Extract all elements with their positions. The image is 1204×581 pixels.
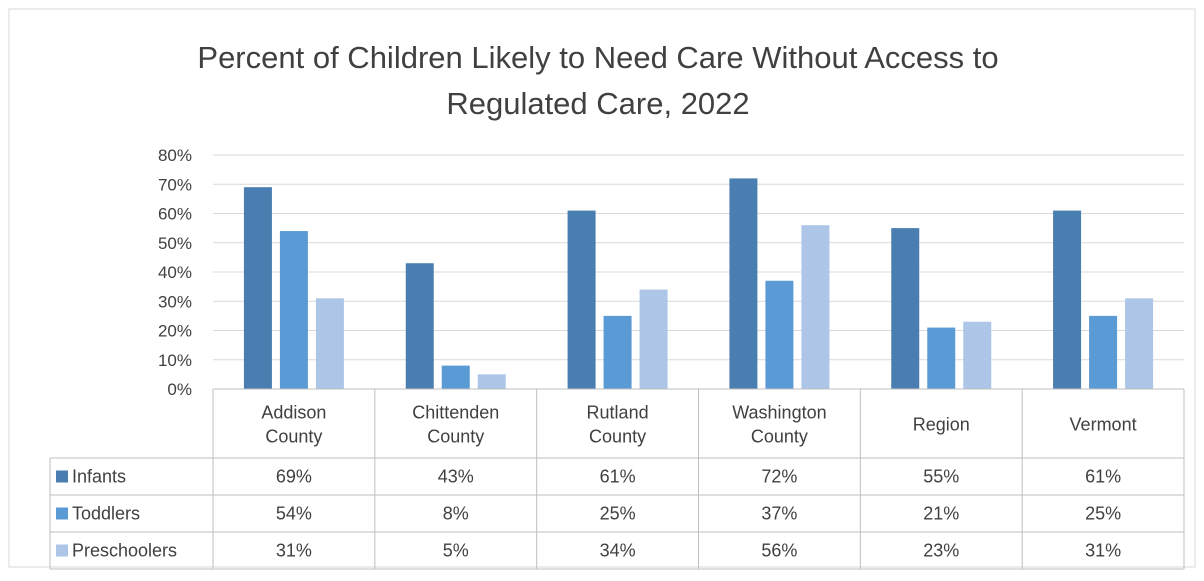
y-tick-label: 30% (158, 292, 192, 311)
data-label: 25% (1085, 504, 1121, 524)
legend-key-toddlers (56, 507, 68, 520)
bar-preschoolers-5 (1125, 298, 1154, 389)
data-label: 56% (761, 541, 797, 561)
bar-toddlers-0 (279, 231, 308, 389)
bar-toddlers-2 (603, 315, 632, 389)
data-label: 55% (923, 467, 959, 487)
data-label: 61% (600, 467, 636, 487)
data-label: 5% (443, 541, 469, 561)
bar-infants-3 (729, 178, 758, 389)
bar-preschoolers-4 (963, 321, 992, 389)
bar-toddlers-3 (765, 280, 794, 389)
gridlines: 0% 10% 20% 30% 40% 50% 60% 70% 80% (158, 146, 1184, 399)
data-label: 34% (600, 541, 636, 561)
category-label: County (265, 427, 322, 447)
category-label: Chittenden (412, 403, 499, 423)
category-label: Vermont (1070, 415, 1137, 435)
data-label: 54% (276, 504, 312, 524)
data-label: 43% (438, 467, 474, 487)
bar-infants-4 (891, 228, 920, 389)
y-tick-label: 10% (158, 351, 192, 370)
data-label: 61% (1085, 467, 1121, 487)
category-label: County (427, 427, 484, 447)
bar-toddlers-5 (1089, 315, 1118, 389)
data-label: 31% (1085, 541, 1121, 561)
chart-border (8, 8, 1196, 568)
data-label: 69% (276, 467, 312, 487)
category-label: Region (913, 415, 970, 435)
chart-title-line-1: Percent of Children Likely to Need Care … (197, 40, 998, 75)
bar-toddlers-1 (441, 365, 470, 389)
data-label: 23% (923, 541, 959, 561)
bar-toddlers-4 (927, 327, 956, 389)
legend-key-infants (56, 470, 68, 483)
bar-preschoolers-0 (315, 298, 344, 389)
data-table: Addison County Chittenden County Rutland Coun… (49, 388, 1185, 570)
bar-infants-0 (243, 187, 272, 389)
bars (243, 178, 1154, 389)
bar-preschoolers-1 (477, 374, 506, 389)
category-label: Washington (732, 403, 826, 423)
data-label: 72% (761, 467, 797, 487)
bar-preschoolers-2 (639, 289, 668, 389)
y-tick-label: 0% (167, 380, 192, 399)
data-label: 21% (923, 504, 959, 524)
chart-title-line-2: Regulated Care, 2022 (446, 86, 749, 121)
data-label: 25% (600, 504, 636, 524)
category-label: County (589, 427, 646, 447)
bar-infants-5 (1053, 210, 1082, 389)
y-tick-label: 50% (158, 234, 192, 253)
bar-infants-1 (405, 263, 434, 389)
y-tick-label: 70% (158, 175, 192, 194)
data-label: 37% (761, 504, 797, 524)
legend-label-toddlers: Toddlers (72, 504, 140, 524)
y-tick-label: 20% (158, 322, 192, 341)
category-label: County (751, 427, 808, 447)
category-label: Rutland (587, 403, 649, 423)
y-tick-label: 80% (158, 146, 192, 165)
bar-infants-2 (567, 210, 596, 389)
data-label: 8% (443, 504, 469, 524)
legend-label-preschoolers: Preschoolers (72, 541, 177, 561)
data-label: 31% (276, 541, 312, 561)
category-label: Addison (261, 403, 326, 423)
legend-key-preschoolers (56, 544, 68, 557)
y-tick-label: 60% (158, 205, 192, 224)
y-tick-label: 40% (158, 263, 192, 282)
legend-label-infants: Infants (72, 467, 126, 487)
bar-preschoolers-3 (801, 225, 830, 389)
